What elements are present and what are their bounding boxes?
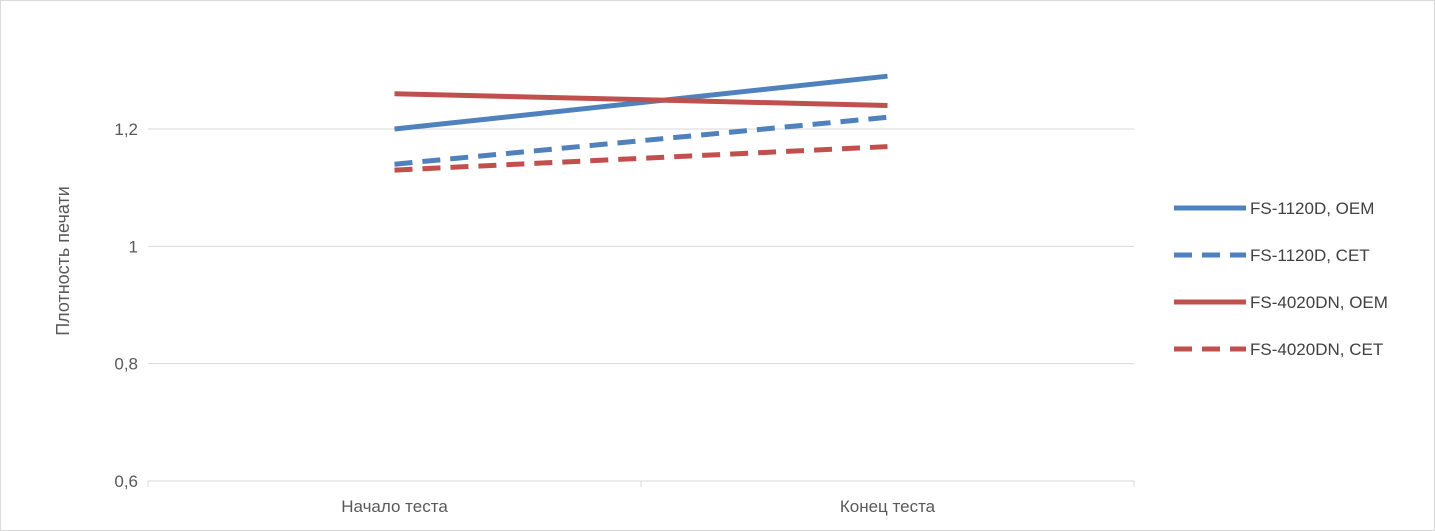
legend: FS-1120D, OEM FS-1120D, CET FS-4020DN, OEM… bbox=[1174, 199, 1388, 359]
legend-label: FS-1120D, OEM bbox=[1250, 199, 1374, 218]
y-axis-title: Плотность печати bbox=[53, 186, 73, 336]
series-line-3 bbox=[394, 91, 888, 109]
series-line-4 bbox=[394, 144, 888, 173]
x-tick-label: Начало теста bbox=[341, 497, 448, 516]
series-lines bbox=[394, 73, 888, 173]
y-axis-ticks: 0,6 0,8 1 1,2 bbox=[114, 120, 138, 491]
x-axis: Начало теста Конец теста bbox=[147, 480, 1135, 516]
legend-label: FS-4020DN, OEM bbox=[1250, 293, 1388, 312]
series-line-1 bbox=[394, 73, 888, 132]
y-tick-label: 0,6 bbox=[114, 472, 138, 491]
y-tick-label: 1 bbox=[129, 237, 138, 256]
y-tick-label: 1,2 bbox=[114, 120, 138, 139]
x-tick-label: Конец теста bbox=[840, 497, 936, 516]
series-line-2 bbox=[394, 114, 888, 167]
y-tick-label: 0,8 bbox=[114, 355, 138, 374]
gridlines bbox=[148, 128, 1134, 365]
legend-label: FS-1120D, CET bbox=[1250, 246, 1370, 265]
legend-label: FS-4020DN, CET bbox=[1250, 340, 1383, 359]
